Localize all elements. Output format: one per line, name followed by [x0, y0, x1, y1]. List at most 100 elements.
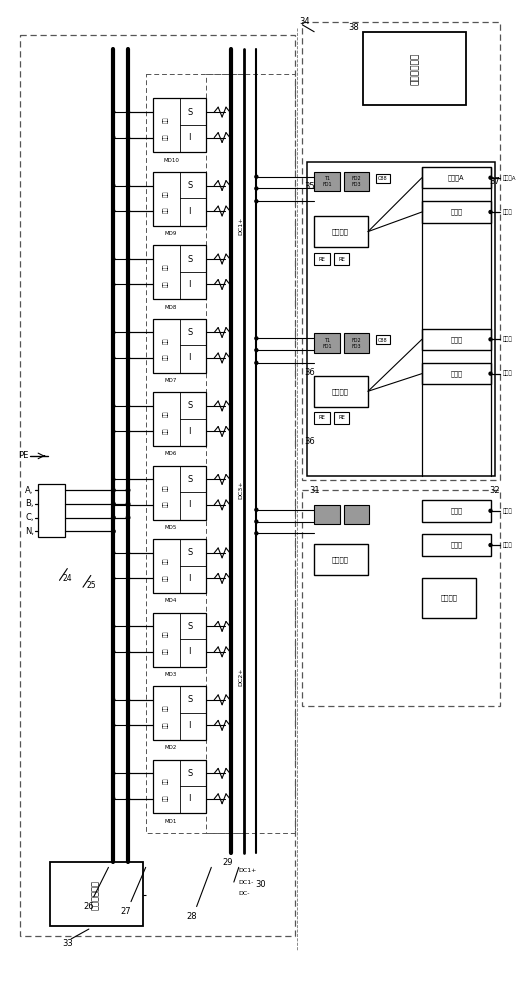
Circle shape: [126, 772, 130, 775]
Text: 29: 29: [223, 858, 233, 867]
Text: DC-: DC-: [239, 891, 250, 896]
Text: C,: C,: [25, 513, 34, 522]
Text: MD7: MD7: [165, 378, 178, 383]
Text: 开关: 开关: [164, 207, 169, 213]
Bar: [314, 412, 330, 424]
Text: MD5: MD5: [165, 525, 178, 530]
Text: 33: 33: [62, 939, 73, 948]
Bar: [376, 174, 390, 183]
Bar: [334, 412, 349, 424]
Circle shape: [255, 349, 258, 352]
Text: 输入: 输入: [164, 778, 169, 784]
Circle shape: [112, 404, 115, 407]
Text: MD1: MD1: [165, 819, 178, 824]
Bar: [334, 253, 349, 265]
Circle shape: [255, 337, 258, 340]
Text: 开关: 开关: [164, 721, 169, 728]
Bar: [153, 686, 206, 740]
Circle shape: [126, 516, 130, 519]
Text: 充电模块: 充电模块: [332, 556, 349, 563]
Text: MD9: MD9: [165, 231, 178, 236]
Text: 开关: 开关: [164, 795, 169, 801]
Bar: [206, 74, 295, 833]
Circle shape: [489, 372, 492, 375]
Circle shape: [111, 530, 115, 533]
Text: 蓄电池A: 蓄电池A: [502, 175, 516, 181]
Circle shape: [111, 488, 115, 492]
Text: S: S: [187, 401, 192, 410]
Circle shape: [126, 478, 130, 481]
Bar: [153, 539, 206, 593]
Bar: [38, 484, 66, 537]
Circle shape: [255, 508, 258, 511]
Bar: [153, 98, 206, 152]
Text: RE: RE: [338, 257, 345, 262]
Text: I: I: [188, 133, 191, 142]
Circle shape: [126, 184, 130, 187]
Circle shape: [111, 502, 115, 506]
Bar: [314, 253, 330, 265]
Text: S: S: [187, 695, 192, 704]
Bar: [146, 74, 244, 833]
Text: 28: 28: [186, 912, 197, 921]
Circle shape: [126, 503, 130, 506]
Bar: [314, 505, 340, 524]
Text: 蓄电池: 蓄电池: [450, 542, 462, 548]
Text: 输入: 输入: [164, 484, 169, 491]
Text: 36: 36: [304, 368, 315, 377]
Text: C88: C88: [378, 338, 388, 343]
Circle shape: [255, 361, 258, 364]
Circle shape: [126, 404, 130, 407]
Bar: [422, 534, 491, 556]
Bar: [344, 172, 369, 191]
Circle shape: [111, 516, 115, 519]
Text: S: S: [187, 181, 192, 190]
Circle shape: [126, 258, 130, 260]
Text: 蓄电池: 蓄电池: [502, 542, 512, 548]
Text: S: S: [187, 328, 192, 337]
Text: 25: 25: [86, 581, 95, 590]
Text: 输入: 输入: [164, 557, 169, 564]
Text: T1
FD1: T1 FD1: [322, 176, 332, 187]
Circle shape: [112, 698, 115, 701]
Circle shape: [489, 338, 492, 341]
Bar: [153, 466, 206, 520]
Circle shape: [255, 532, 258, 535]
Text: 输入: 输入: [164, 190, 169, 197]
Text: S: S: [187, 108, 192, 117]
Bar: [302, 490, 501, 706]
Circle shape: [489, 509, 492, 512]
Text: 输入: 输入: [164, 337, 169, 344]
Text: B,: B,: [25, 499, 34, 508]
Text: S: S: [187, 622, 192, 631]
Bar: [308, 162, 495, 476]
Circle shape: [112, 478, 115, 481]
Bar: [153, 172, 206, 226]
Text: 输入: 输入: [164, 704, 169, 711]
Bar: [422, 363, 491, 384]
Text: MD6: MD6: [165, 451, 178, 456]
Circle shape: [126, 331, 130, 334]
Bar: [344, 333, 369, 353]
Text: 主机控制单元: 主机控制单元: [91, 880, 100, 910]
Text: MD8: MD8: [165, 305, 178, 310]
Text: 31: 31: [309, 486, 320, 495]
Text: FD2
FD3: FD2 FD3: [351, 338, 361, 349]
Circle shape: [126, 551, 130, 554]
Text: S: S: [187, 255, 192, 264]
Circle shape: [126, 724, 130, 727]
Bar: [153, 760, 206, 813]
Bar: [422, 500, 491, 522]
Text: 开关: 开关: [164, 133, 169, 140]
Text: 蓄电池: 蓄电池: [450, 336, 462, 343]
Bar: [422, 201, 491, 223]
Text: S: S: [187, 475, 192, 484]
Text: I: I: [188, 647, 191, 656]
Bar: [314, 216, 368, 247]
Circle shape: [112, 111, 115, 114]
Text: 开关: 开关: [164, 574, 169, 581]
Bar: [153, 613, 206, 667]
Circle shape: [255, 187, 258, 190]
Text: 开关: 开关: [164, 280, 169, 287]
Bar: [363, 32, 466, 105]
